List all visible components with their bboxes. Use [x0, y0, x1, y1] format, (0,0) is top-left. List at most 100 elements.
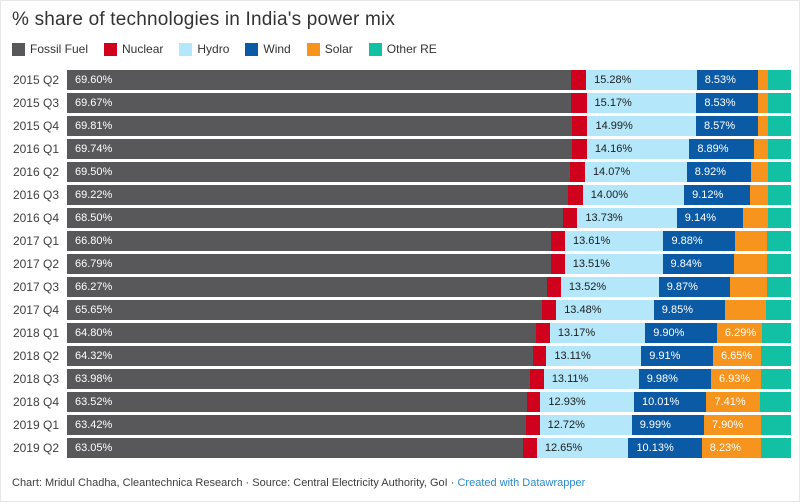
segment-hydro: 12.65%	[536, 438, 629, 458]
segment-value-label: 10.01%	[642, 396, 680, 408]
segment-value-label: 8.89%	[697, 143, 729, 155]
legend-item-nuclear: Nuclear	[104, 42, 163, 56]
segment-solar	[725, 300, 767, 320]
bar-row-2015-q4: 2015 Q4 69.81% 14.99% 8.57%	[1, 116, 791, 136]
segment-value-label: 12.65%	[544, 442, 583, 454]
row-label: 2019 Q1	[12, 418, 59, 432]
segment-value-label: 9.85%	[661, 304, 693, 316]
segment-wind: 9.84%	[662, 254, 734, 274]
segment-value-label: 6.29%	[724, 327, 757, 339]
segment-value-label: 8.53%	[704, 74, 736, 86]
segment-nuclear	[572, 116, 588, 136]
segment-value-label: 14.07%	[592, 166, 631, 178]
bar-row-2017-q3: 2017 Q3 66.27% 13.52% 9.87%	[1, 277, 791, 297]
bar-row-2018-q3: 2018 Q3 63.98% 13.11% 9.98% 6.93%	[1, 369, 791, 389]
segment-solar: 6.29%	[716, 323, 763, 343]
segment-value-label: 7.41%	[714, 396, 746, 408]
segment-value-label: 15.17%	[594, 97, 632, 109]
segment-value-label: 6.93%	[718, 373, 751, 385]
segment-value-label: 66.79%	[75, 258, 113, 270]
segment-hydro: 13.73%	[577, 208, 677, 228]
segment-fossil-fuel: 66.79%	[67, 254, 551, 274]
segment-value-label: 63.42%	[75, 419, 113, 431]
segment-other-re	[768, 185, 791, 205]
segment-value-label: 7.90%	[712, 419, 744, 431]
segment-value-label: 8.53%	[704, 97, 736, 109]
bar-row-2015-q2: 2015 Q2 69.60% 15.28% 8.53%	[1, 70, 791, 90]
footer: Chart: Mridul Chadha, Cleantechnica Rese…	[1, 461, 799, 489]
bar-track: 69.50% 14.07% 8.92%	[67, 162, 791, 182]
segment-solar: 8.23%	[701, 438, 762, 458]
bar-track: 69.81% 14.99% 8.57%	[67, 116, 791, 136]
bar-track: 69.60% 15.28% 8.53%	[67, 70, 791, 90]
stacked-bar-chart: 2015 Q2 69.60% 15.28% 8.53% 2015 Q3 69.67% 15.…	[1, 56, 799, 458]
segment-other-re	[768, 116, 791, 136]
segment-solar	[758, 93, 768, 113]
bar-row-2016-q3: 2016 Q3 69.22% 14.00% 9.12%	[1, 185, 791, 205]
datawrapper-link[interactable]: Created with Datawrapper	[457, 477, 586, 489]
segment-fossil-fuel: 66.27%	[67, 277, 547, 297]
segment-value-label: 9.84%	[670, 258, 702, 270]
segment-hydro: 12.93%	[540, 392, 635, 412]
segment-wind: 9.85%	[653, 300, 726, 320]
segment-value-label: 66.80%	[75, 235, 113, 247]
bar-row-2019-q2: 2019 Q2 63.05% 12.65% 10.13% 8.23%	[1, 438, 791, 458]
row-label: 2015 Q2	[12, 73, 59, 87]
segment-value-label: 69.81%	[75, 120, 113, 132]
bar-track: 66.27% 13.52% 9.87%	[67, 277, 791, 297]
segment-nuclear	[526, 392, 541, 412]
segment-solar: 7.41%	[706, 392, 761, 412]
segment-value-label: 69.67%	[75, 97, 113, 109]
segment-nuclear	[568, 185, 583, 205]
segment-value-label: 12.72%	[547, 419, 585, 431]
segment-hydro: 13.51%	[564, 254, 663, 274]
segment-wind: 10.01%	[634, 392, 707, 412]
segment-hydro: 13.61%	[564, 231, 664, 251]
page-title: % share of technologies in India's power…	[12, 9, 396, 30]
row-label: 2019 Q2	[12, 441, 59, 455]
legend-item-fossil-fuel: Fossil Fuel	[12, 42, 88, 56]
segment-nuclear	[546, 277, 561, 297]
segment-value-label: 13.52%	[568, 281, 607, 293]
segment-other-re	[768, 162, 791, 182]
bar-row-2018-q1: 2018 Q1 64.80% 13.17% 9.90% 6.29%	[1, 323, 791, 343]
segment-hydro: 14.07%	[584, 162, 687, 182]
segment-value-label: 8.92%	[694, 166, 726, 178]
row-label: 2018 Q1	[12, 326, 59, 340]
segment-hydro: 13.52%	[560, 277, 659, 297]
segment-other-re	[761, 369, 791, 389]
segment-value-label: 69.50%	[75, 166, 113, 178]
segment-fossil-fuel: 63.42%	[67, 415, 527, 435]
bar-row-2018-q4: 2018 Q4 63.52% 12.93% 10.01% 7.41%	[1, 392, 791, 412]
bar-track: 63.52% 12.93% 10.01% 7.41%	[67, 392, 791, 412]
row-label: 2016 Q3	[12, 188, 59, 202]
segment-fossil-fuel: 64.80%	[67, 323, 537, 343]
segment-nuclear	[550, 231, 565, 251]
segment-wind: 9.90%	[645, 323, 717, 343]
bar-track: 69.67% 15.17% 8.53%	[67, 93, 791, 113]
legend-swatch-icon	[245, 42, 259, 56]
segment-value-label: 63.98%	[75, 373, 113, 385]
segment-hydro: 15.17%	[586, 93, 697, 113]
segment-solar: 6.65%	[712, 346, 762, 366]
segment-wind: 9.98%	[638, 369, 711, 389]
segment-hydro: 13.48%	[556, 300, 654, 320]
legend: Fossil Fuel Nuclear Hydro Wind Solar Other RE	[1, 31, 799, 56]
segment-fossil-fuel: 65.65%	[67, 300, 543, 320]
bar-track: 64.80% 13.17% 9.90% 6.29%	[67, 323, 791, 343]
segment-value-label: 14.99%	[595, 120, 633, 132]
segment-value-label: 13.11%	[554, 350, 591, 362]
segment-fossil-fuel: 69.74%	[67, 139, 572, 159]
segment-nuclear	[570, 70, 587, 90]
segment-value-label: 9.14%	[684, 212, 716, 224]
segment-value-label: 14.00%	[590, 189, 629, 201]
legend-label: Nuclear	[122, 42, 164, 56]
segment-wind: 8.57%	[695, 116, 759, 136]
segment-value-label: 8.23%	[709, 442, 741, 454]
segment-wind: 8.92%	[686, 162, 752, 182]
segment-solar	[751, 162, 769, 182]
row-label: 2016 Q1	[12, 142, 59, 156]
segment-hydro: 13.17%	[549, 323, 646, 343]
segment-solar	[753, 139, 769, 159]
segment-value-label: 69.60%	[75, 74, 113, 86]
